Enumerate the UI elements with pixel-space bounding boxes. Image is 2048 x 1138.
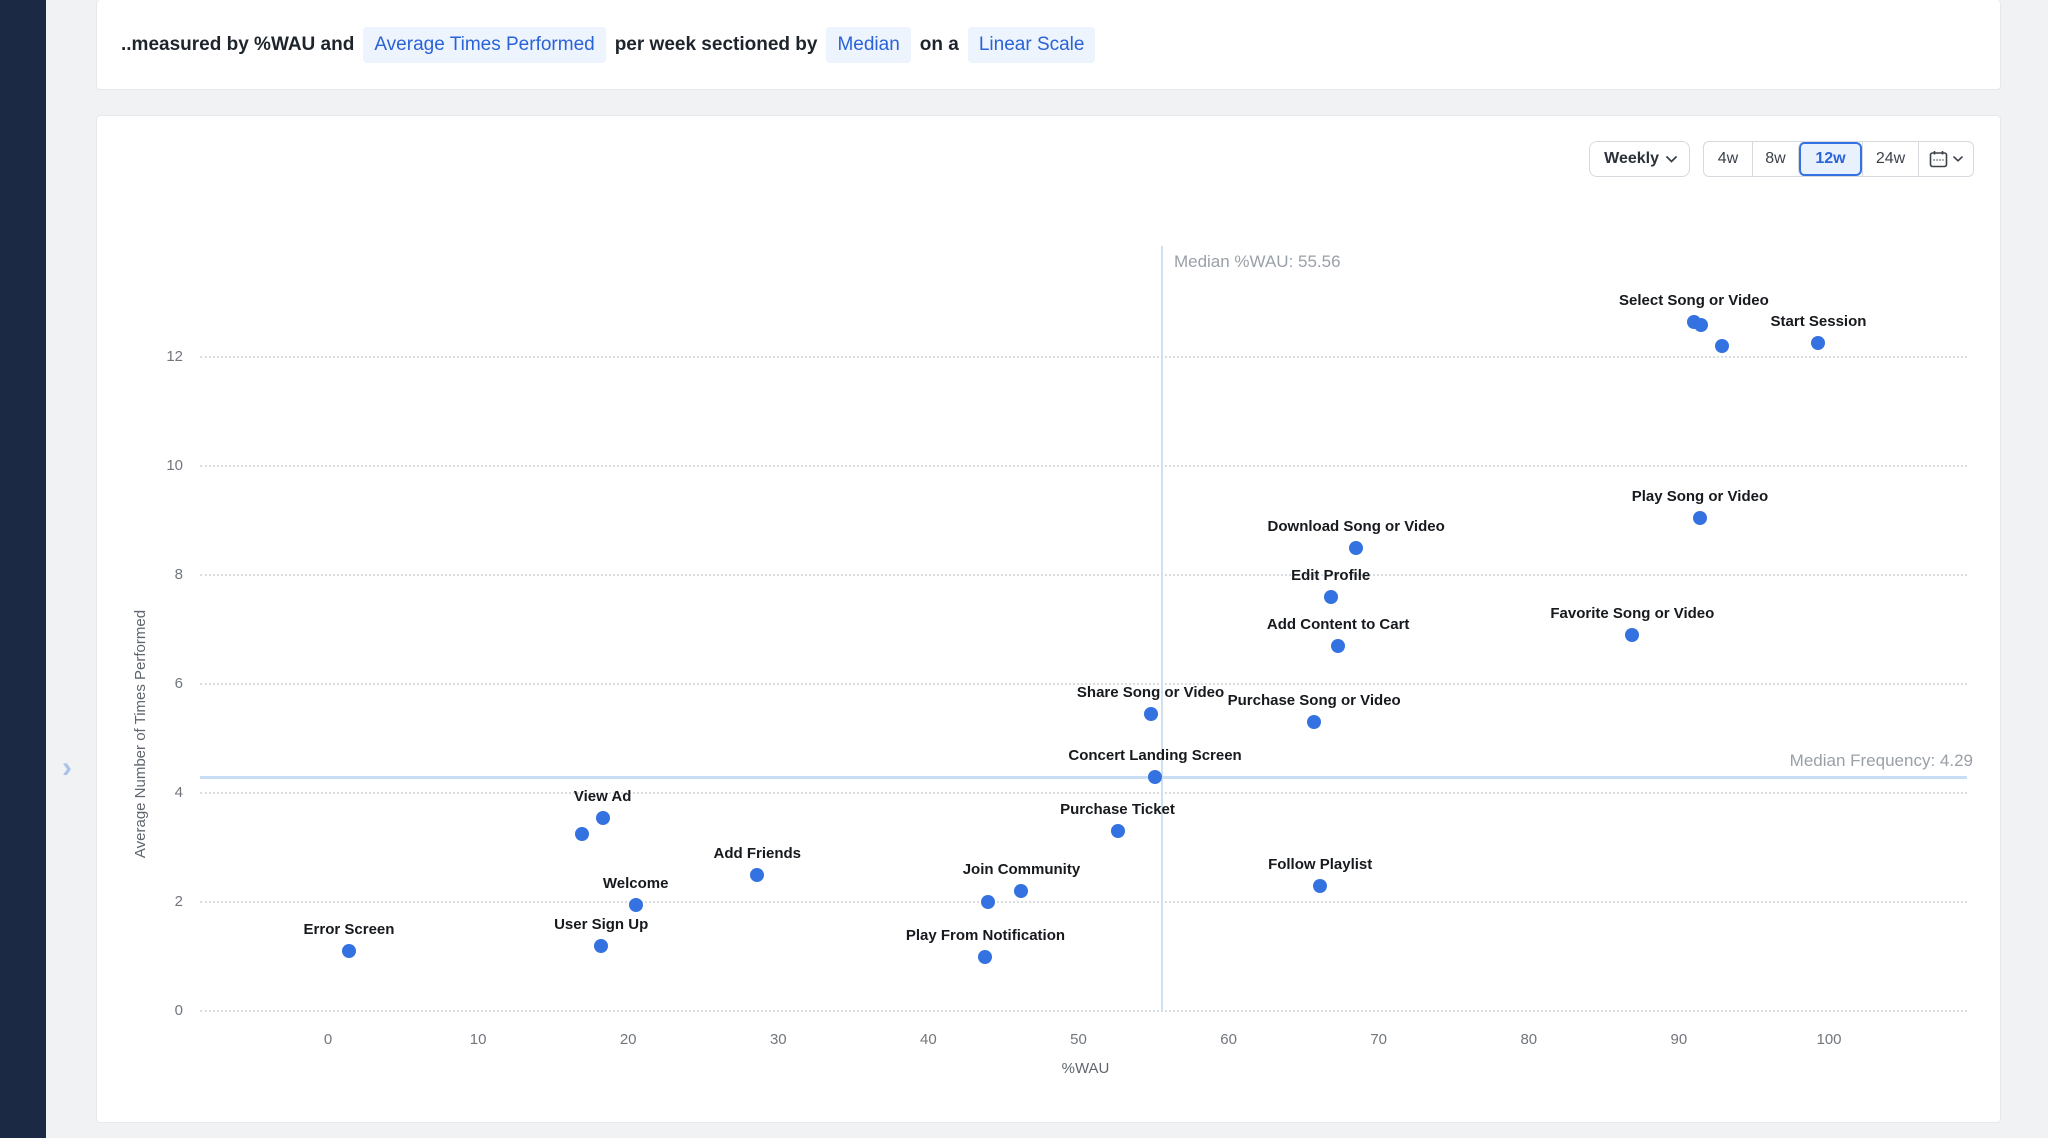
data-point[interactable]: [1014, 884, 1029, 899]
y-tick-label: 6: [174, 675, 183, 692]
nav-sidebar: [0, 0, 46, 1138]
data-point[interactable]: [1715, 339, 1730, 354]
y-tick-label: 4: [174, 784, 183, 801]
x-tick-label: 20: [619, 1031, 637, 1048]
data-point-label: Download Song or Video: [1267, 517, 1445, 535]
measure-text-mid1: per week sectioned by: [614, 33, 818, 55]
x-tick-label: 50: [1070, 1031, 1087, 1048]
x-tick-label: 10: [469, 1031, 487, 1048]
data-point-label: Edit Profile: [1291, 566, 1371, 584]
data-point[interactable]: [1694, 318, 1709, 333]
range-8w-button[interactable]: 8w: [1752, 142, 1798, 176]
gridline-y-8: [200, 574, 1967, 576]
gridline-y-0: [200, 1010, 1967, 1012]
data-point[interactable]: [1313, 878, 1328, 893]
y-tick-label: 10: [166, 457, 183, 474]
gridline-y-10: [200, 465, 1967, 467]
data-point[interactable]: [1143, 706, 1158, 721]
data-point-label: Favorite Song or Video: [1550, 604, 1715, 622]
data-point-label: Purchase Ticket: [1060, 801, 1175, 819]
data-point-label: Follow Playlist: [1268, 855, 1373, 873]
data-point[interactable]: [1110, 824, 1125, 839]
data-point[interactable]: [574, 826, 589, 841]
section-selector[interactable]: Median: [826, 26, 911, 63]
data-point-label: Play From Notification: [905, 926, 1066, 944]
data-point-label: Error Screen: [303, 921, 395, 939]
y-tick-label: 8: [174, 566, 183, 583]
x-tick-label: 0: [323, 1031, 333, 1048]
scale-selector[interactable]: Linear Scale: [967, 26, 1096, 63]
data-point[interactable]: [981, 895, 996, 909]
data-point-label: Concert Landing Screen: [1068, 746, 1242, 764]
data-point-label: Share Song or Video: [1076, 683, 1225, 701]
range-calendar-button[interactable]: [1918, 142, 1973, 176]
data-point[interactable]: [978, 949, 993, 964]
data-point[interactable]: [1349, 540, 1364, 555]
range-12w-button[interactable]: 12w: [1798, 142, 1862, 176]
data-point-label: User Sign Up: [554, 915, 649, 933]
y-tick-label: 0: [174, 1002, 183, 1019]
y-tick-label: 2: [174, 893, 183, 910]
data-point-label: Start Session: [1770, 313, 1867, 331]
chart-card: Weekly 4w 8w 12w 24w: [96, 115, 2001, 1123]
data-point[interactable]: [342, 944, 356, 959]
x-tick-label: 40: [920, 1031, 937, 1048]
median-wau-line: [1160, 246, 1163, 1011]
sidebar-expand-chevron-icon[interactable]: ›: [52, 748, 82, 788]
data-point[interactable]: [750, 867, 765, 882]
chevron-down-icon: [1666, 155, 1677, 163]
median-frequency-label: Median Frequency: 4.29: [1789, 751, 1973, 771]
y-tick-label: 12: [166, 348, 183, 365]
data-point-label: Welcome: [602, 874, 669, 892]
median-wau-label: Median %WAU: 55.56: [1173, 252, 1341, 271]
y-axis-title: Average Number of Times Performed: [132, 609, 149, 859]
x-tick-label: 80: [1520, 1031, 1538, 1048]
chevron-down-icon: [1953, 156, 1963, 162]
data-point[interactable]: [628, 897, 643, 912]
x-axis-title: %WAU: [1061, 1060, 1110, 1077]
range-selector-group: 4w 8w 12w 24w: [1703, 141, 1974, 177]
x-tick-label: 60: [1220, 1031, 1237, 1048]
gridline-y-4: [200, 792, 1967, 794]
interval-dropdown-label: Weekly: [1604, 150, 1659, 167]
data-point[interactable]: [594, 938, 609, 953]
data-point[interactable]: [1307, 715, 1322, 730]
x-tick-label: 90: [1670, 1031, 1688, 1048]
median-frequency-line: [200, 776, 1967, 780]
interval-dropdown[interactable]: Weekly: [1589, 141, 1690, 177]
data-point[interactable]: [1148, 769, 1163, 784]
x-tick-label: 70: [1370, 1031, 1388, 1048]
x-tick-label: 100: [1816, 1031, 1842, 1048]
calendar-icon: [1929, 151, 1948, 168]
data-point[interactable]: [595, 810, 610, 825]
data-point[interactable]: [1625, 627, 1640, 642]
data-point-label: Join Community: [962, 861, 1081, 879]
data-point[interactable]: [1811, 336, 1826, 351]
measure-text-prefix: ..measured by %WAU and: [121, 33, 355, 55]
data-point-label: Add Friends: [713, 844, 802, 862]
data-point-label: Add Content to Cart: [1266, 615, 1410, 633]
chart-controls: Weekly 4w 8w 12w 24w: [1589, 141, 1974, 177]
gridline-y-2: [200, 901, 1967, 903]
x-tick-label: 30: [769, 1031, 787, 1048]
data-point[interactable]: [1323, 589, 1338, 604]
data-point-label: Select Song or Video: [1619, 291, 1769, 309]
data-point-label: View Ad: [573, 787, 632, 805]
range-4w-button[interactable]: 4w: [1704, 142, 1752, 176]
gridline-y-6: [200, 683, 1967, 685]
measure-sentence-bar: ..measured by %WAU and Average Times Per…: [96, 0, 2001, 90]
measure-text-mid2: on a: [919, 33, 959, 55]
gridline-y-12: [200, 356, 1967, 358]
data-point-label: Play Song or Video: [1631, 487, 1769, 505]
scatter-plot: 0 2 4 6 8 10 12 0 10 20 30 40 50 60 70 80 90 100 %WAU Avera…: [97, 116, 2000, 1122]
range-24w-button[interactable]: 24w: [1862, 142, 1918, 176]
data-point-label: Purchase Song or Video: [1227, 692, 1401, 710]
data-point[interactable]: [1692, 510, 1707, 525]
metric-selector[interactable]: Average Times Performed: [363, 26, 606, 63]
data-point[interactable]: [1331, 638, 1346, 653]
